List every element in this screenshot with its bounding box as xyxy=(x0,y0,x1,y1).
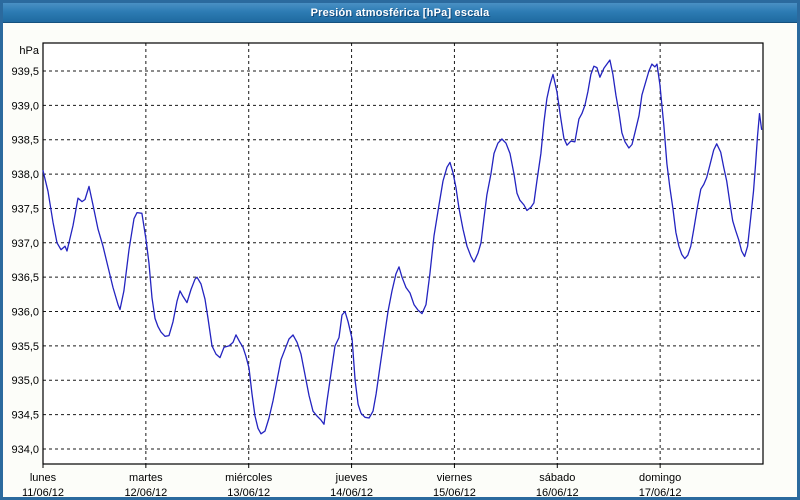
plot-frame xyxy=(42,42,764,465)
x-tick-day: domingo xyxy=(639,472,681,484)
x-tick-date: 13/06/12 xyxy=(227,487,270,499)
pressure-line xyxy=(42,59,763,435)
y-tick-label: 936,0 xyxy=(11,307,39,319)
x-tick-day: miércoles xyxy=(225,472,273,484)
y-tick-label: 934,0 xyxy=(11,444,39,456)
x-tick-date: 11/06/12 xyxy=(22,487,64,499)
y-tick-label: 939,5 xyxy=(11,66,39,78)
x-tick-date: 17/06/12 xyxy=(639,487,682,499)
y-tick-label: 939,0 xyxy=(11,100,39,112)
x-tick-day: jueves xyxy=(335,472,368,484)
y-tick-label: 938,5 xyxy=(11,135,39,147)
y-tick-label: 937,0 xyxy=(11,238,39,250)
y-tick-label: 935,0 xyxy=(11,375,39,387)
x-tick-date: 12/06/12 xyxy=(124,487,167,499)
x-tick-day: martes xyxy=(129,472,163,484)
y-tick-label: 937,5 xyxy=(11,203,39,215)
chart-area: 939,5 939,0 938,5 938,0 937,5 937,0 936,5 936,0… xyxy=(3,23,797,499)
x-tick-day: lunes xyxy=(30,472,57,484)
plot-background xyxy=(43,43,763,464)
x-tick-day: sábado xyxy=(539,472,575,484)
title-bar: Presión atmosférica [hPa] escala xyxy=(3,3,797,23)
pressure-chart: 939,5 939,0 938,5 938,0 937,5 937,0 936,5 936,0… xyxy=(11,42,764,499)
chart-title: Presión atmosférica [hPa] escala xyxy=(310,6,490,19)
x-tick-date: 16/06/12 xyxy=(536,487,579,499)
y-axis-unit-label: hPa xyxy=(19,45,39,57)
y-tick-label: 934,5 xyxy=(11,410,39,422)
x-tick-date: 14/06/12 xyxy=(330,487,373,499)
x-tick-day: viernes xyxy=(437,472,473,484)
x-tick-date: 15/06/12 xyxy=(433,487,476,499)
y-tick-label: 935,5 xyxy=(11,341,39,353)
y-tick-label: 938,0 xyxy=(11,169,39,181)
y-tick-label: 936,5 xyxy=(11,272,39,284)
